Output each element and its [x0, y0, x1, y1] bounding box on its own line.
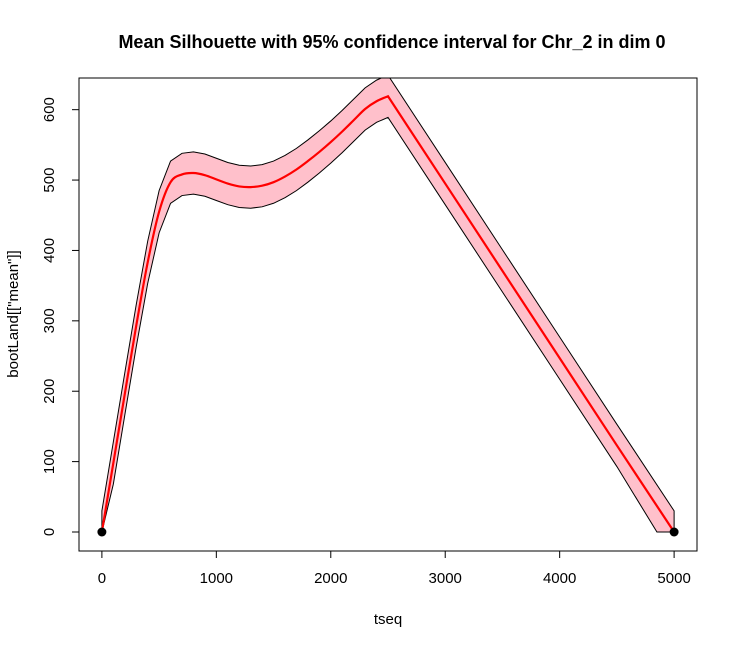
x-tick-label: 5000	[657, 570, 690, 587]
y-tick-label: 0	[41, 528, 58, 536]
x-axis: 0 1000 2000 3000 4000 5000	[98, 550, 691, 587]
x-tick-label: 4000	[543, 570, 576, 587]
plot-area	[97, 78, 679, 537]
x-tick-label: 3000	[429, 570, 462, 587]
mean-line	[100, 94, 676, 533]
confidence-band	[101, 78, 675, 533]
y-tick-label: 600	[41, 97, 58, 122]
y-axis-label: bootLand[["mean"]]	[5, 250, 22, 377]
chart-title: Mean Silhouette with 95% confidence inte…	[118, 32, 665, 52]
data-point-1	[669, 527, 679, 537]
x-tick-label: 1000	[200, 570, 233, 587]
y-tick-label: 200	[41, 379, 58, 404]
y-tick-label: 100	[41, 449, 58, 474]
y-axis: 0 100 200 300 400 500 600	[41, 97, 80, 536]
data-point-0	[97, 527, 107, 537]
x-axis-label: tseq	[374, 611, 402, 628]
y-tick-label: 500	[41, 168, 58, 193]
plot-frame	[78, 77, 698, 552]
x-tick-label: 2000	[314, 570, 347, 587]
x-tick-label: 0	[98, 570, 106, 587]
y-tick-label: 300	[41, 308, 58, 333]
y-tick-label: 400	[41, 238, 58, 263]
